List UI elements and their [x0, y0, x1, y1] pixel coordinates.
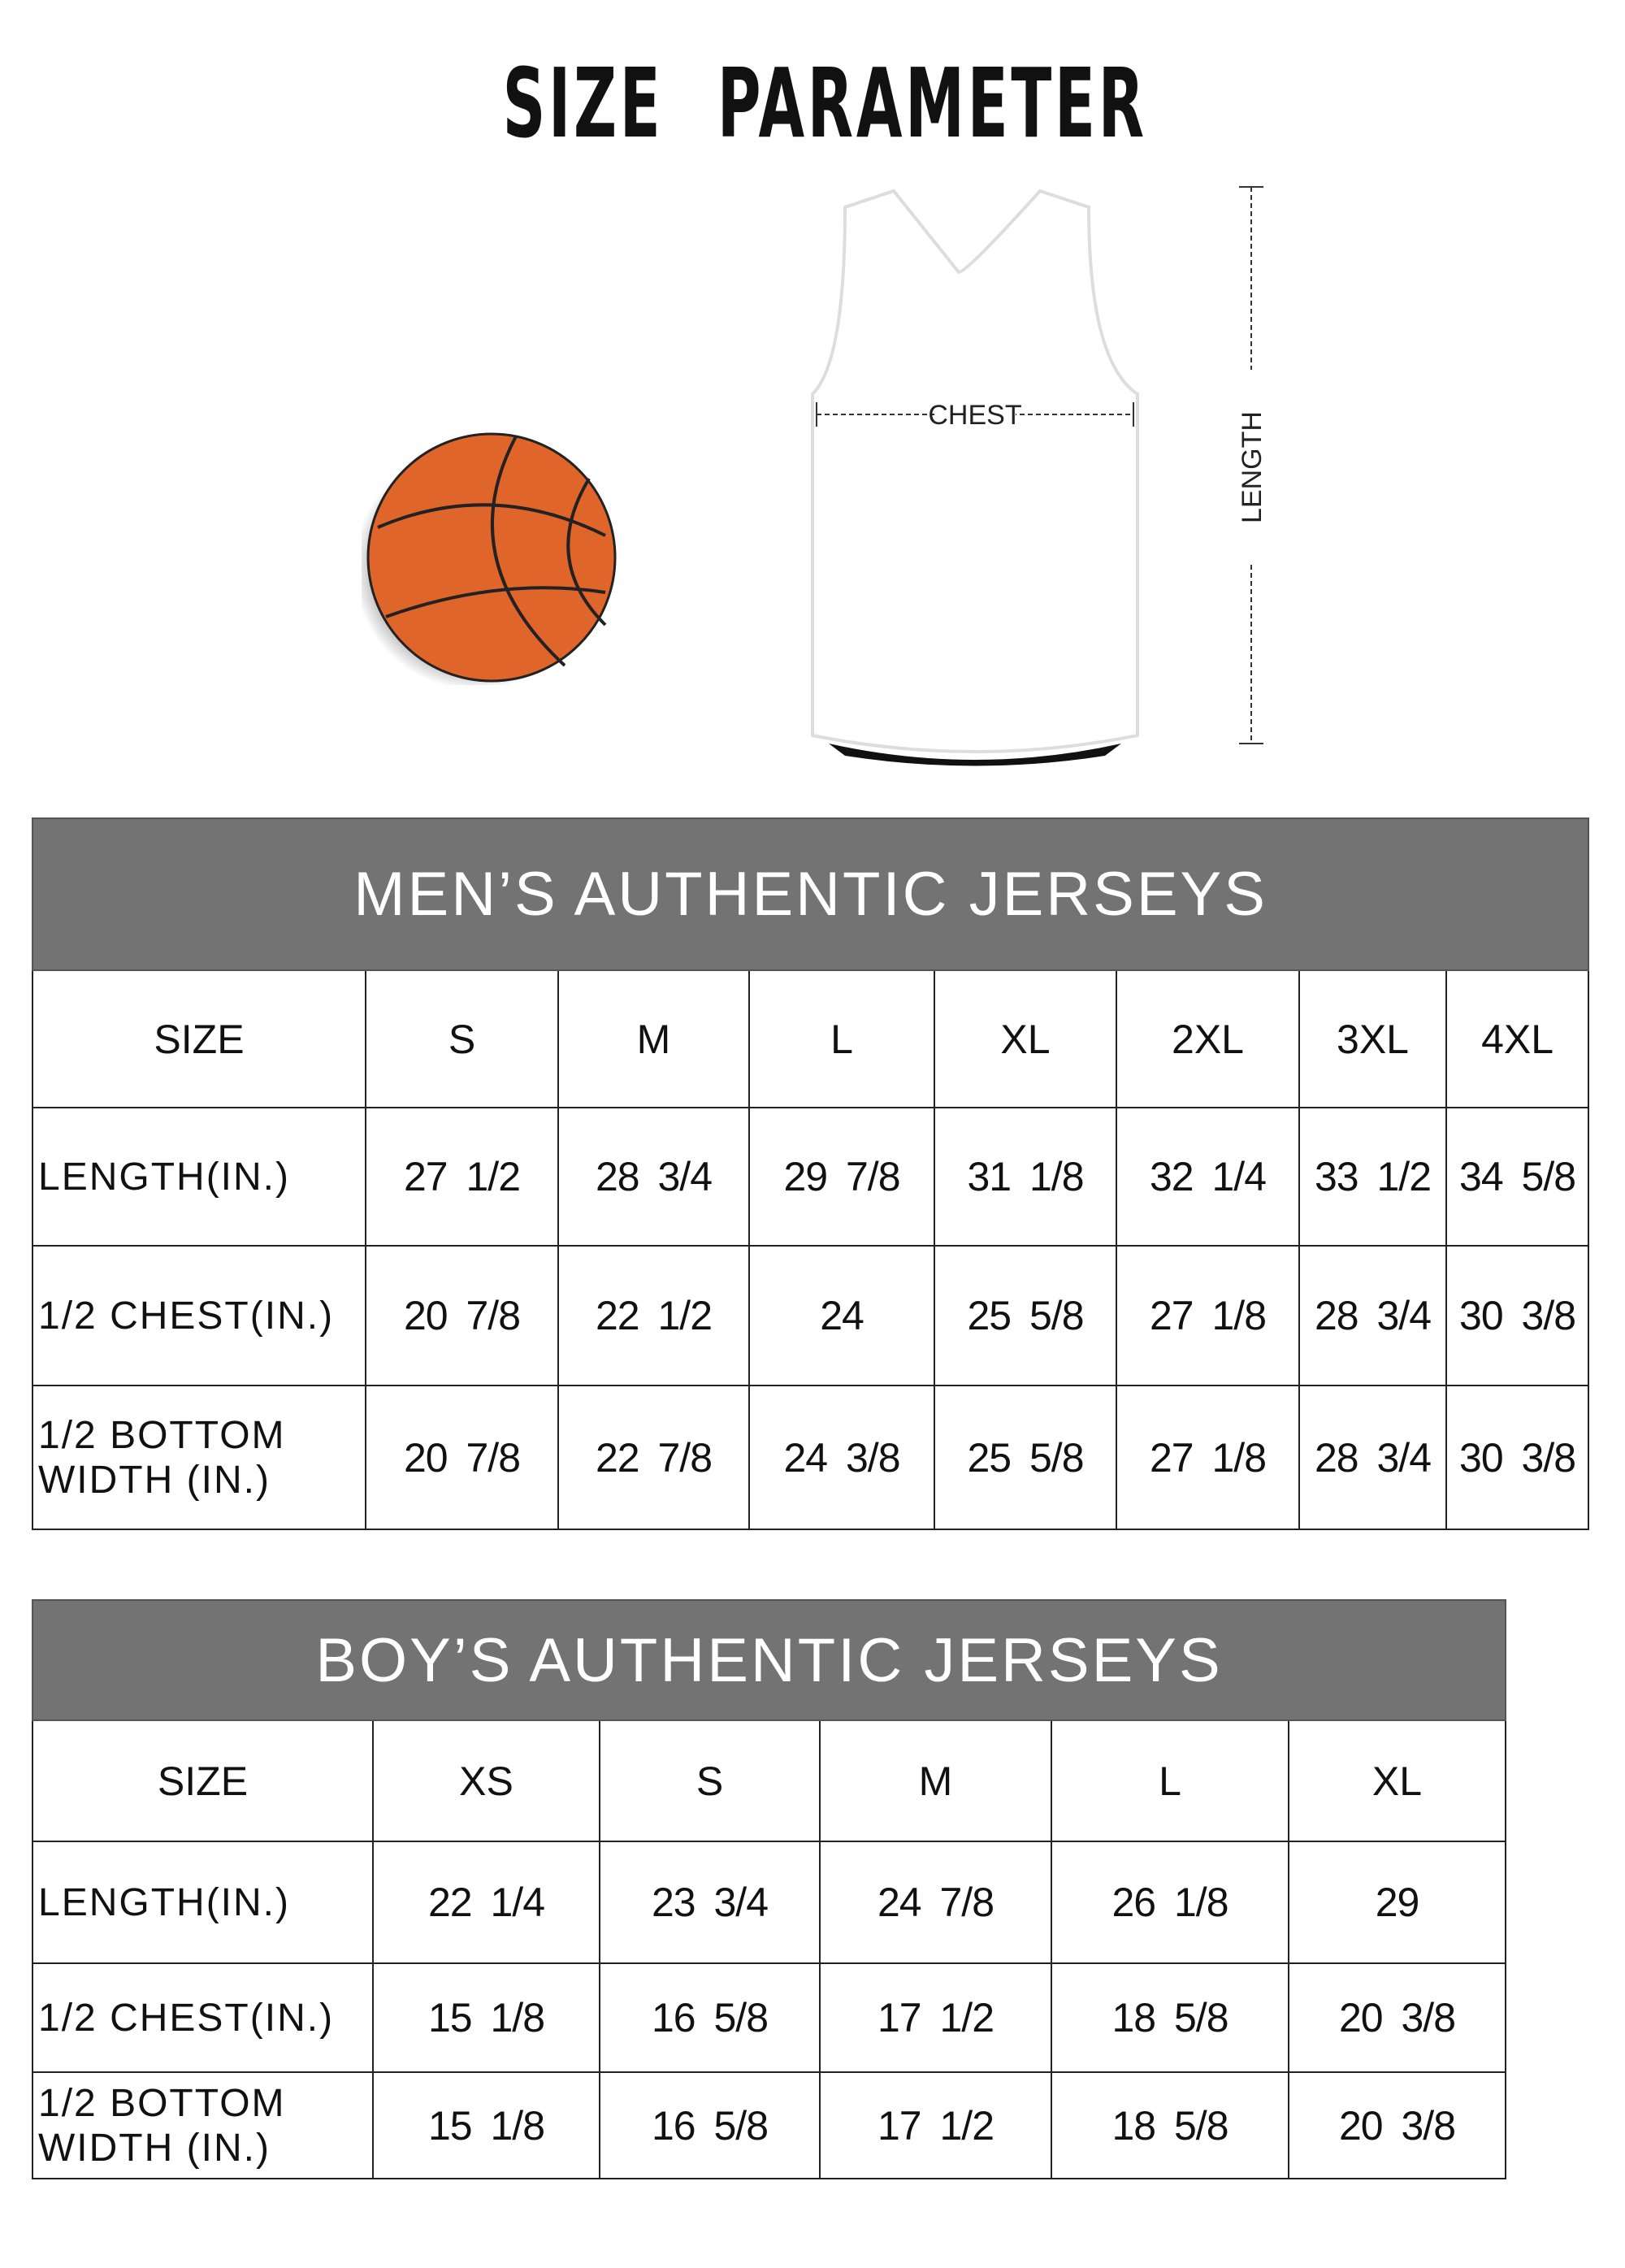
table-row: 1/2 CHEST(IN.) 15 1/8 16 5/8 17 1/2 18 5/8 20…	[32, 1962, 1506, 2073]
measurement-cell: 23 3/4	[599, 1841, 821, 1964]
measurement-cell: 15 1/8	[372, 2071, 600, 2179]
measurement-cell: 27 1/8	[1116, 1385, 1300, 1530]
measurement-cell: 22 1/2	[557, 1245, 750, 1386]
row-label: LENGTH(IN.)	[32, 1107, 366, 1247]
measurement-cell: 28 3/4	[557, 1107, 750, 1247]
measurement-cell: 25 5/8	[934, 1385, 1117, 1530]
length-label: LENGTH	[1237, 411, 1268, 523]
table-title: MEN’S AUTHENTIC JERSEYS	[31, 817, 1590, 971]
size-column-header: S	[365, 969, 559, 1108]
size-label: SIZE	[32, 1719, 374, 1842]
page-title: SIZE PARAMETER	[502, 47, 1147, 159]
measurement-cell: 22 1/4	[372, 1841, 600, 1964]
row-label: 1/2 BOTTOM WIDTH (IN.)	[32, 2071, 374, 2179]
table-title: BOY’S AUTHENTIC JERSEYS	[32, 1599, 1506, 1721]
measurement-cell: 28 3/4	[1298, 1385, 1447, 1530]
measurement-cell: 16 5/8	[599, 2071, 821, 2179]
basketball-icon	[362, 432, 617, 685]
measurement-cell: 20 7/8	[365, 1385, 559, 1530]
row-label: 1/2 CHEST(IN.)	[32, 1245, 366, 1386]
jersey-diagram: CHEST	[811, 189, 1139, 766]
size-column-header: XL	[1288, 1719, 1506, 1842]
measurement-cell: 29	[1288, 1841, 1506, 1964]
measurement-cell: 29 7/8	[748, 1107, 935, 1247]
measurement-cell: 25 5/8	[934, 1245, 1117, 1386]
measurement-cell: 24 7/8	[819, 1841, 1052, 1964]
measurement-cell: 18 5/8	[1051, 1962, 1289, 2073]
row-label: 1/2 BOTTOM WIDTH (IN.)	[32, 1385, 366, 1530]
measurement-cell: 28 3/4	[1298, 1245, 1447, 1386]
size-header-row: SIZE XS S M L XL	[32, 1719, 1506, 1842]
size-column-header: L	[748, 969, 935, 1108]
table-row: 1/2 CHEST(IN.) 20 7/8 22 1/2 24 25 5/8 27 1/8…	[32, 1245, 1590, 1386]
size-column-header: XS	[372, 1719, 600, 1842]
size-column-header: S	[599, 1719, 821, 1842]
measurement-cell: 16 5/8	[599, 1962, 821, 2073]
size-column-header: XL	[934, 969, 1117, 1108]
measurement-cell: 31 1/8	[934, 1107, 1117, 1247]
measurement-cell: 18 5/8	[1051, 2071, 1289, 2179]
table-row: 1/2 BOTTOM WIDTH (IN.) 15 1/8 16 5/8 17 1/2…	[32, 2071, 1506, 2179]
size-column-header: 2XL	[1116, 969, 1300, 1108]
measurement-cell: 30 3/8	[1445, 1245, 1590, 1386]
boys-size-table: BOY’S AUTHENTIC JERSEYS SIZE XS S M L XL LENGTH…	[32, 1599, 1506, 2179]
size-column-header: L	[1051, 1719, 1289, 1842]
size-header-row: SIZE S M L XL 2XL 3XL 4XL	[32, 969, 1590, 1108]
length-measure: LENGTH	[1237, 186, 1268, 744]
size-column-header: 4XL	[1445, 969, 1590, 1108]
chest-label: CHEST	[928, 400, 1021, 431]
measurement-cell: 20 3/8	[1288, 2071, 1506, 2179]
measurement-cell: 17 1/2	[819, 2071, 1052, 2179]
measurement-cell: 30 3/8	[1445, 1385, 1590, 1530]
measurement-cell: 22 7/8	[557, 1385, 750, 1530]
measurement-cell: 27 1/2	[365, 1107, 559, 1247]
size-column-header: 3XL	[1298, 969, 1447, 1108]
row-label: LENGTH(IN.)	[32, 1841, 374, 1964]
row-label: 1/2 CHEST(IN.)	[32, 1962, 374, 2073]
measurement-cell: 24	[748, 1245, 935, 1386]
table-row: LENGTH(IN.) 22 1/4 23 3/4 24 7/8 26 1/8 29	[32, 1841, 1506, 1964]
measurement-cell: 26 1/8	[1051, 1841, 1289, 1964]
measurement-cell: 32 1/4	[1116, 1107, 1300, 1247]
table-row: LENGTH(IN.) 27 1/2 28 3/4 29 7/8 31 1/8 32 1/…	[32, 1107, 1590, 1247]
measurement-cell: 20 3/8	[1288, 1962, 1506, 2073]
measurement-cell: 17 1/2	[819, 1962, 1052, 2073]
measurement-cell: 15 1/8	[372, 1962, 600, 2073]
size-column-header: M	[819, 1719, 1052, 1842]
measurement-cell: 34 5/8	[1445, 1107, 1590, 1247]
mens-size-table: MEN’S AUTHENTIC JERSEYS SIZE S M L XL 2XL 3XL 4X…	[31, 817, 1590, 1530]
measurement-cell: 24 3/8	[748, 1385, 935, 1530]
measurement-cell: 20 7/8	[365, 1245, 559, 1386]
measurement-cell: 33 1/2	[1298, 1107, 1447, 1247]
measurement-cell: 27 1/8	[1116, 1245, 1300, 1386]
size-label: SIZE	[32, 969, 366, 1108]
table-row: 1/2 BOTTOM WIDTH (IN.) 20 7/8 22 7/8 24 3/8…	[32, 1385, 1590, 1530]
size-column-header: M	[557, 969, 750, 1108]
